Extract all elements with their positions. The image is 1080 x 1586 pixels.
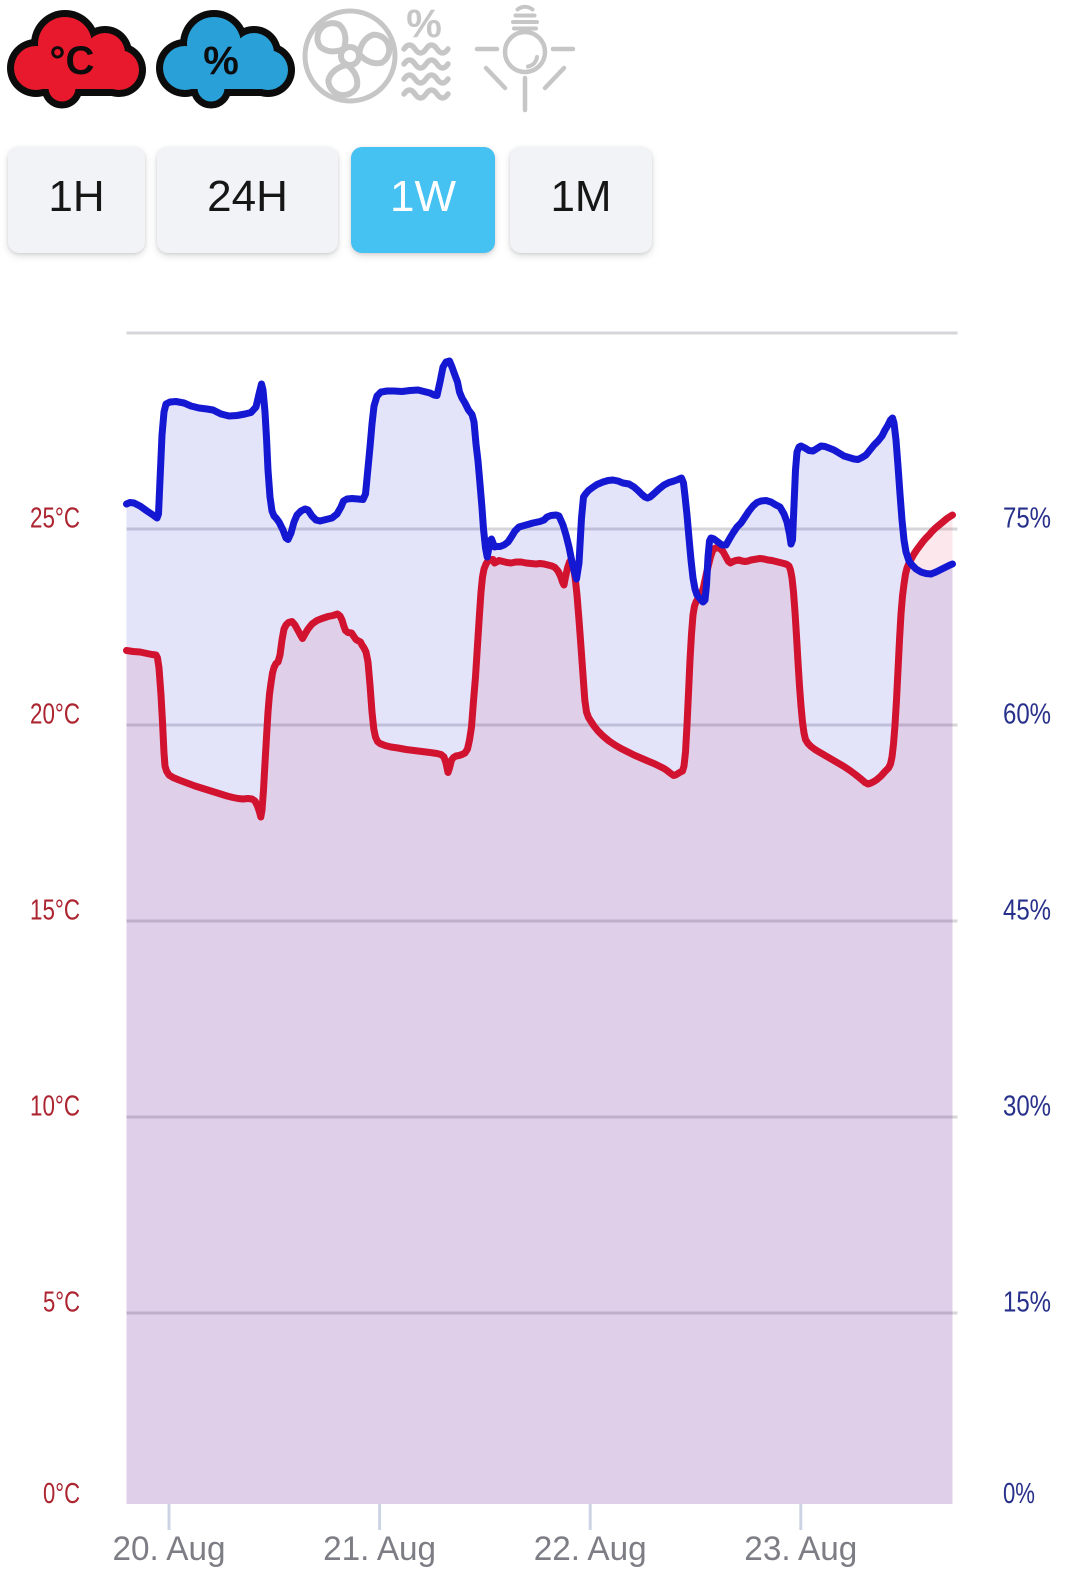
svg-text:20. Aug: 20. Aug <box>113 1530 226 1568</box>
svg-text:%: % <box>406 2 442 46</box>
svg-text:21. Aug: 21. Aug <box>323 1530 436 1568</box>
svg-text:60%: 60% <box>1003 699 1051 731</box>
svg-text:30%: 30% <box>1003 1091 1051 1123</box>
svg-text:23. Aug: 23. Aug <box>744 1530 857 1568</box>
svg-text:%: % <box>203 39 239 83</box>
svg-text:0°C: 0°C <box>43 1478 80 1510</box>
svg-text:10°C: 10°C <box>30 1091 80 1123</box>
svg-text:75%: 75% <box>1003 503 1051 535</box>
svg-text:20°C: 20°C <box>30 699 80 731</box>
svg-text:45%: 45% <box>1003 895 1051 927</box>
svg-text:15°C: 15°C <box>30 895 80 927</box>
svg-text:°C: °C <box>50 39 95 83</box>
svg-text:0%: 0% <box>1003 1478 1035 1510</box>
svg-text:5°C: 5°C <box>43 1287 80 1319</box>
svg-text:25°C: 25°C <box>30 503 80 535</box>
svg-text:22. Aug: 22. Aug <box>534 1530 647 1568</box>
svg-text:15%: 15% <box>1003 1287 1051 1319</box>
